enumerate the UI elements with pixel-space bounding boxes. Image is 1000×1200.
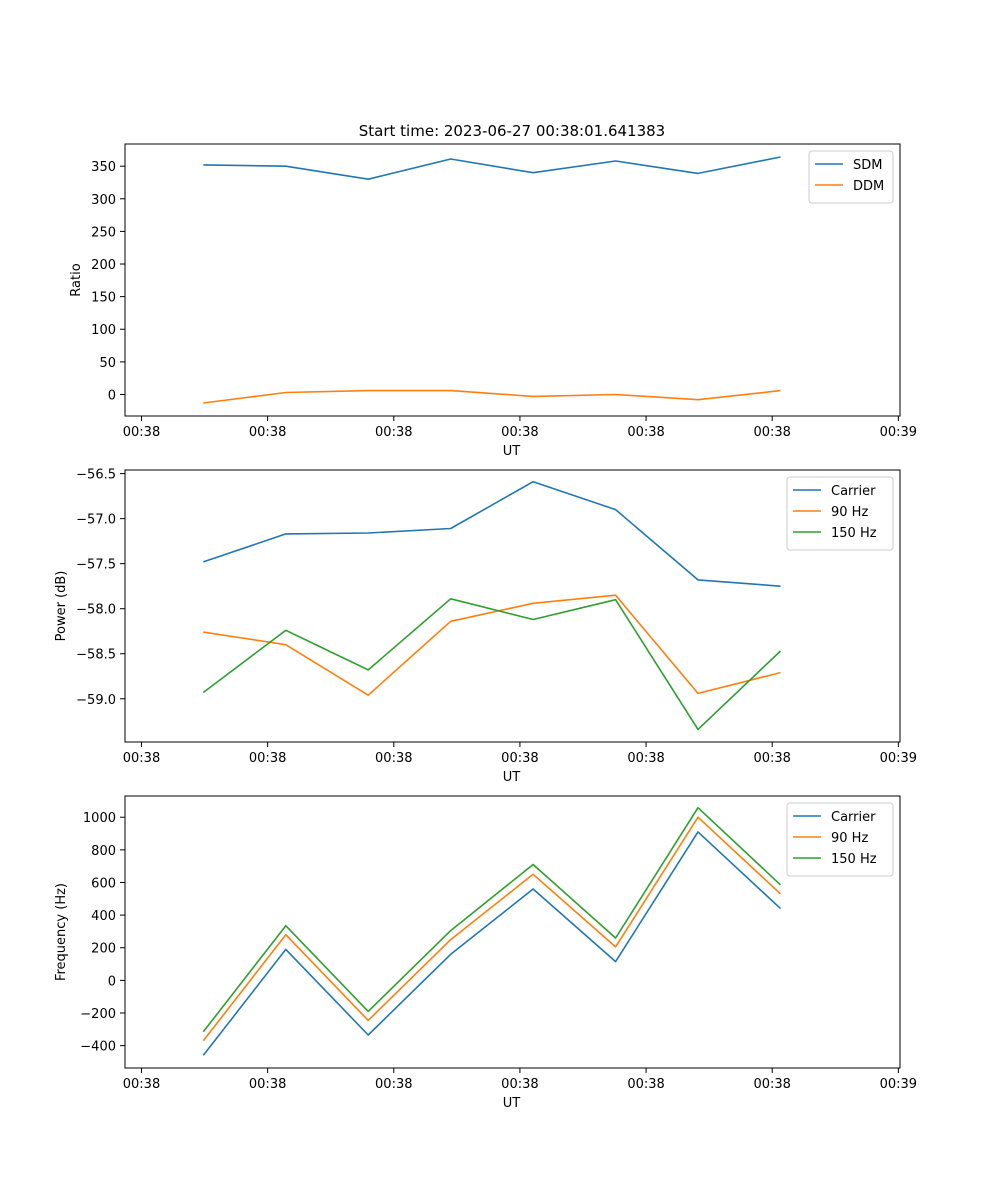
- chart-panel-1: 00:38 00:38 00:38 00:38 00:38 00:38 00:39 0 50 10…: [69, 143, 917, 459]
- y-tick-label: 150: [91, 291, 116, 306]
- x-tick-label: 00:38: [501, 751, 538, 766]
- y-tick-label: −58.5: [76, 648, 116, 663]
- series-line-carrier: [203, 480, 781, 587]
- x-tick-label: 00:38: [375, 425, 412, 440]
- axes-frame: [124, 795, 901, 1069]
- x-axis-label: UT: [503, 444, 521, 459]
- figure-title: Start time: 2023-06-27 00:38:01.641383: [359, 122, 665, 140]
- x-tick-label: 00:38: [501, 1077, 538, 1092]
- y-axis-label: Frequency (Hz): [54, 883, 69, 981]
- series-line-150-hz: [202, 597, 782, 731]
- y-tick-label: −57.5: [76, 558, 116, 573]
- y-tick-label: 200: [91, 258, 116, 273]
- legend: SDM DDM: [808, 150, 894, 204]
- y-tick-label: −57.0: [76, 513, 116, 528]
- legend: Carrier 90 Hz 150 Hz: [786, 802, 894, 877]
- charts: 00:38 00:38 00:38 00:38 00:38 00:38 00:39 0 50 10…: [54, 143, 917, 1111]
- x-axis-label: UT: [503, 770, 521, 785]
- x-tick-label: 00:38: [501, 425, 538, 440]
- x-tick-label: 00:38: [627, 1077, 664, 1092]
- axes-frame: [124, 469, 901, 743]
- x-tick-label: 00:38: [627, 751, 664, 766]
- x-tick-label: 00:39: [880, 425, 917, 440]
- y-tick-label: 250: [91, 225, 116, 240]
- x-tick-label: 00:39: [880, 751, 917, 766]
- x-tick-label: 00:38: [753, 751, 790, 766]
- chart-panel-3: 00:38 00:38 00:38 00:38 00:38 00:38 00:39 −400 −…: [54, 795, 917, 1111]
- legend-label: DDM: [853, 179, 884, 194]
- y-tick-label: 400: [91, 909, 116, 924]
- y-tick-label: 300: [91, 193, 116, 208]
- y-tick-label: −58.0: [76, 603, 116, 618]
- x-tick-label: 00:39: [880, 1077, 917, 1092]
- x-tick-label: 00:38: [123, 751, 160, 766]
- x-tick-label: 00:38: [123, 425, 160, 440]
- y-tick-label: 200: [91, 942, 116, 957]
- y-axis-label: Ratio: [69, 263, 84, 296]
- series-line-90-hz: [202, 816, 782, 1042]
- series-line-carrier: [202, 831, 782, 1056]
- y-tick-label: 800: [91, 844, 116, 859]
- x-tick-label: 00:38: [627, 425, 664, 440]
- x-tick-label: 00:38: [249, 1077, 286, 1092]
- legend-label: Carrier: [831, 484, 876, 499]
- y-tick-label: −59.0: [76, 693, 116, 708]
- legend-label: 90 Hz: [831, 505, 868, 520]
- y-tick-label: 0: [108, 974, 116, 989]
- legend-label: 150 Hz: [831, 526, 877, 541]
- series-line-ddm: [203, 389, 781, 404]
- y-tick-label: 600: [91, 876, 116, 891]
- legend-label: SDM: [853, 158, 882, 173]
- chart-panel-2: 00:38 00:38 00:38 00:38 00:38 00:38 00:39 −59.0…: [54, 468, 917, 785]
- y-tick-label: −56.5: [76, 468, 116, 483]
- y-tick-label: 0: [108, 388, 116, 403]
- y-axis-label: Power (dB): [54, 571, 69, 642]
- y-tick-label: 1000: [83, 811, 116, 826]
- x-tick-label: 00:38: [375, 751, 412, 766]
- x-tick-label: 00:38: [123, 1077, 160, 1092]
- x-axis-label: UT: [503, 1096, 521, 1111]
- y-tick-label: 100: [91, 323, 116, 338]
- x-tick-label: 00:38: [753, 425, 790, 440]
- legend-label: 150 Hz: [831, 852, 877, 867]
- series-line-150-hz: [202, 806, 782, 1033]
- x-tick-label: 00:38: [249, 425, 286, 440]
- x-tick-label: 00:38: [375, 1077, 412, 1092]
- series-line-90-hz: [203, 594, 781, 697]
- series-line-sdm: [203, 156, 781, 180]
- legend-label: 90 Hz: [831, 831, 868, 846]
- legend: Carrier 90 Hz 150 Hz: [786, 476, 894, 551]
- y-tick-label: 50: [99, 356, 116, 371]
- y-tick-label: −200: [80, 1007, 116, 1022]
- y-tick-label: 350: [91, 160, 116, 175]
- legend-label: Carrier: [831, 810, 876, 825]
- y-tick-label: −400: [80, 1040, 116, 1055]
- axes-frame: [124, 143, 901, 417]
- x-tick-label: 00:38: [249, 751, 286, 766]
- x-tick-label: 00:38: [753, 1077, 790, 1092]
